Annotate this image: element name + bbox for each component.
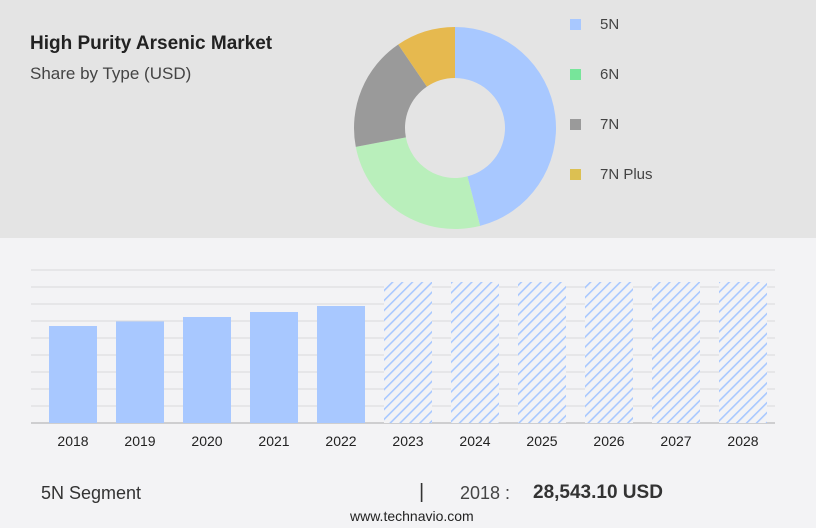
donut-slice-7n-plus[interactable]: [398, 27, 455, 87]
x-tick-label: 2024: [459, 433, 490, 449]
selected-year: 2018 :: [460, 483, 511, 503]
forecast-bar-2024[interactable]: [451, 282, 499, 423]
forecast-bar-2026[interactable]: [585, 282, 633, 423]
bar-2018[interactable]: [49, 326, 97, 423]
legend-label: 5N: [600, 16, 620, 33]
x-tick-label: 2023: [392, 433, 423, 449]
legend-swatch: [570, 119, 581, 130]
x-tick-label: 2026: [593, 433, 624, 449]
chart-title: High Purity Arsenic Market: [30, 33, 273, 54]
legend-swatch: [570, 169, 581, 180]
donut-slice-7n[interactable]: [354, 44, 427, 147]
x-tick-label: 2021: [258, 433, 289, 449]
forecast-bar-2028[interactable]: [719, 282, 767, 423]
bar-chart: 2018 2019 2020 2021 2022 2023 2024 2025 2026 2027…: [31, 269, 775, 449]
legend-swatch: [570, 69, 581, 80]
segment-label: 5N Segment: [41, 483, 142, 503]
legend-label: 7N: [600, 116, 620, 133]
donut-slice-6n[interactable]: [355, 137, 481, 229]
legend-swatch: [570, 19, 581, 30]
x-tick-label: 2018: [57, 433, 88, 449]
bar-2022[interactable]: [317, 305, 365, 423]
bar-2020[interactable]: [183, 317, 231, 423]
x-tick-label: 2019: [124, 433, 155, 449]
forecast-bar-2023[interactable]: [384, 282, 432, 423]
x-tick-label: 2020: [191, 433, 222, 449]
legend-label: 7N Plus: [600, 166, 653, 183]
legend-label: 6N: [600, 66, 620, 83]
x-tick-label: 2022: [325, 433, 356, 449]
bar-2019[interactable]: [116, 321, 164, 423]
donut-chart: [354, 27, 556, 229]
selected-value: 28,543.10 USD: [533, 482, 663, 503]
x-tick-label: 2025: [526, 433, 557, 449]
x-tick-label: 2027: [660, 433, 691, 449]
donut-slice-5n[interactable]: [455, 27, 556, 226]
top-panel: High Purity Arsenic Market Share by Type…: [0, 0, 816, 238]
x-tick-label: 2028: [727, 433, 758, 449]
forecast-bar-2025[interactable]: [518, 282, 566, 423]
forecast-bar-2027[interactable]: [652, 282, 700, 423]
chart-subtitle: Share by Type (USD): [30, 64, 192, 83]
separator: |: [419, 481, 425, 503]
bar-2021[interactable]: [250, 312, 298, 423]
source-link[interactable]: www.technavio.com: [350, 508, 474, 524]
